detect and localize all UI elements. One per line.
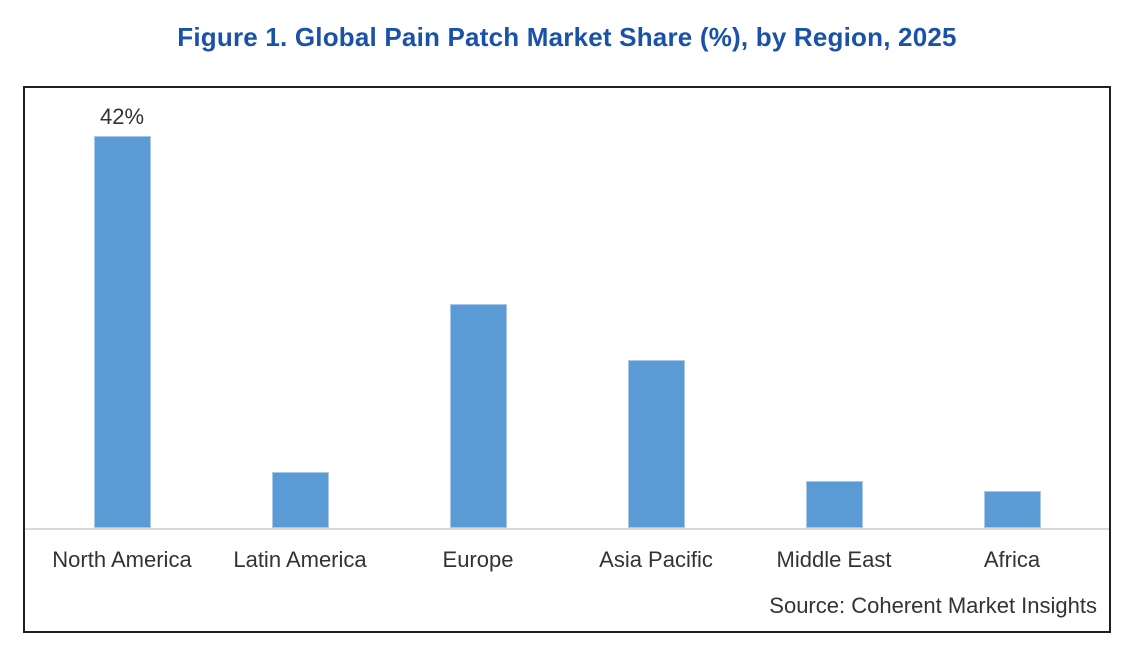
bar-cell-asia-pacific [567,108,745,528]
bar-value-label-north-america: 42% [99,104,145,129]
category-label-asia-pacific: Asia Pacific [599,547,713,572]
bar-middle-east [805,481,863,528]
x-axis-line [25,528,1109,530]
bar-cell-europe [389,108,567,528]
bar-africa [983,490,1041,528]
chart-frame: 42% North America Latin America Europe Asia… [23,86,1111,633]
bar-europe [449,304,507,528]
category-label-europe: Europe [442,547,514,572]
bar-cell-latin-america [211,108,389,528]
bar-cell-africa [923,108,1101,528]
figure-title: Figure 1. Global Pain Patch Market Share… [177,22,957,52]
bar-cell-north-america: 42% [33,104,211,528]
bar-cell-middle-east [745,108,923,528]
bar-asia-pacific [627,360,685,528]
category-label-north-america: North America [52,547,192,572]
category-labels-row: North America Latin America Europe Asia Pac… [33,546,1101,574]
source-note: Source: Coherent Market Insights [769,593,1097,618]
bar-latin-america [271,472,329,528]
category-label-africa: Africa [983,547,1041,572]
category-label-latin-america: Latin America [233,547,367,572]
bar-north-america: 42% [93,104,151,528]
category-label-middle-east: Middle East [776,547,892,572]
bars-row: 42% [33,104,1101,528]
